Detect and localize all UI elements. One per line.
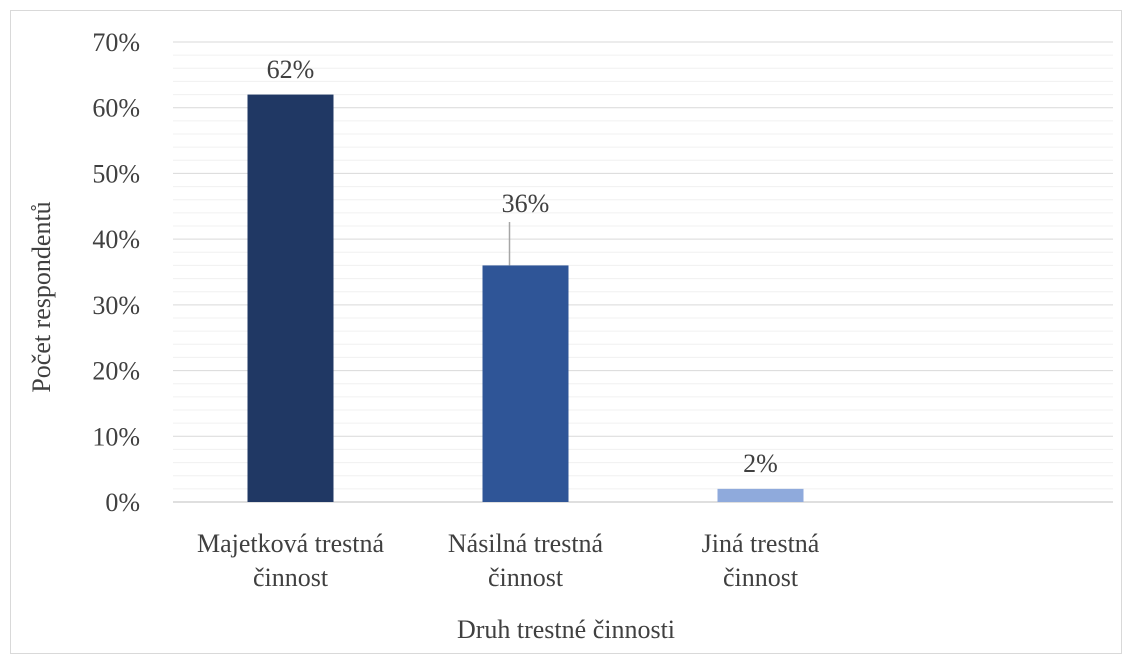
y-axis-title: Počet respondentů — [27, 201, 56, 392]
data-label: 36% — [502, 189, 550, 218]
x-axis-title: Druh trestné činnosti — [457, 615, 675, 644]
y-tick-label: 10% — [92, 422, 140, 451]
bar — [717, 488, 804, 502]
x-category-label: Majetková trestná — [197, 529, 384, 558]
bars — [247, 94, 804, 503]
data-label: 62% — [267, 55, 315, 84]
bar — [482, 265, 569, 502]
x-category-label: činnost — [723, 563, 799, 592]
y-tick-label: 20% — [92, 357, 140, 386]
data-labels: 62% 36% 2% — [267, 55, 778, 478]
x-category-label: Jiná trestná — [702, 529, 820, 558]
y-tick-label: 30% — [92, 291, 140, 320]
y-axis-ticks: 0% 10% 20% 30% 40% 50% 60% 70% — [92, 28, 140, 517]
y-tick-label: 70% — [92, 28, 140, 57]
bar — [247, 94, 334, 503]
x-category-label: činnost — [488, 563, 564, 592]
x-category-label: Násilná trestná — [448, 529, 604, 558]
x-category-label: činnost — [253, 563, 329, 592]
data-label: 2% — [743, 449, 778, 478]
y-tick-label: 40% — [92, 225, 140, 254]
y-tick-label: 0% — [105, 488, 140, 517]
y-tick-label: 60% — [92, 94, 140, 123]
x-axis-categories: Majetková trestná činnost Násilná trestná č… — [197, 529, 820, 592]
y-tick-label: 50% — [92, 159, 140, 188]
